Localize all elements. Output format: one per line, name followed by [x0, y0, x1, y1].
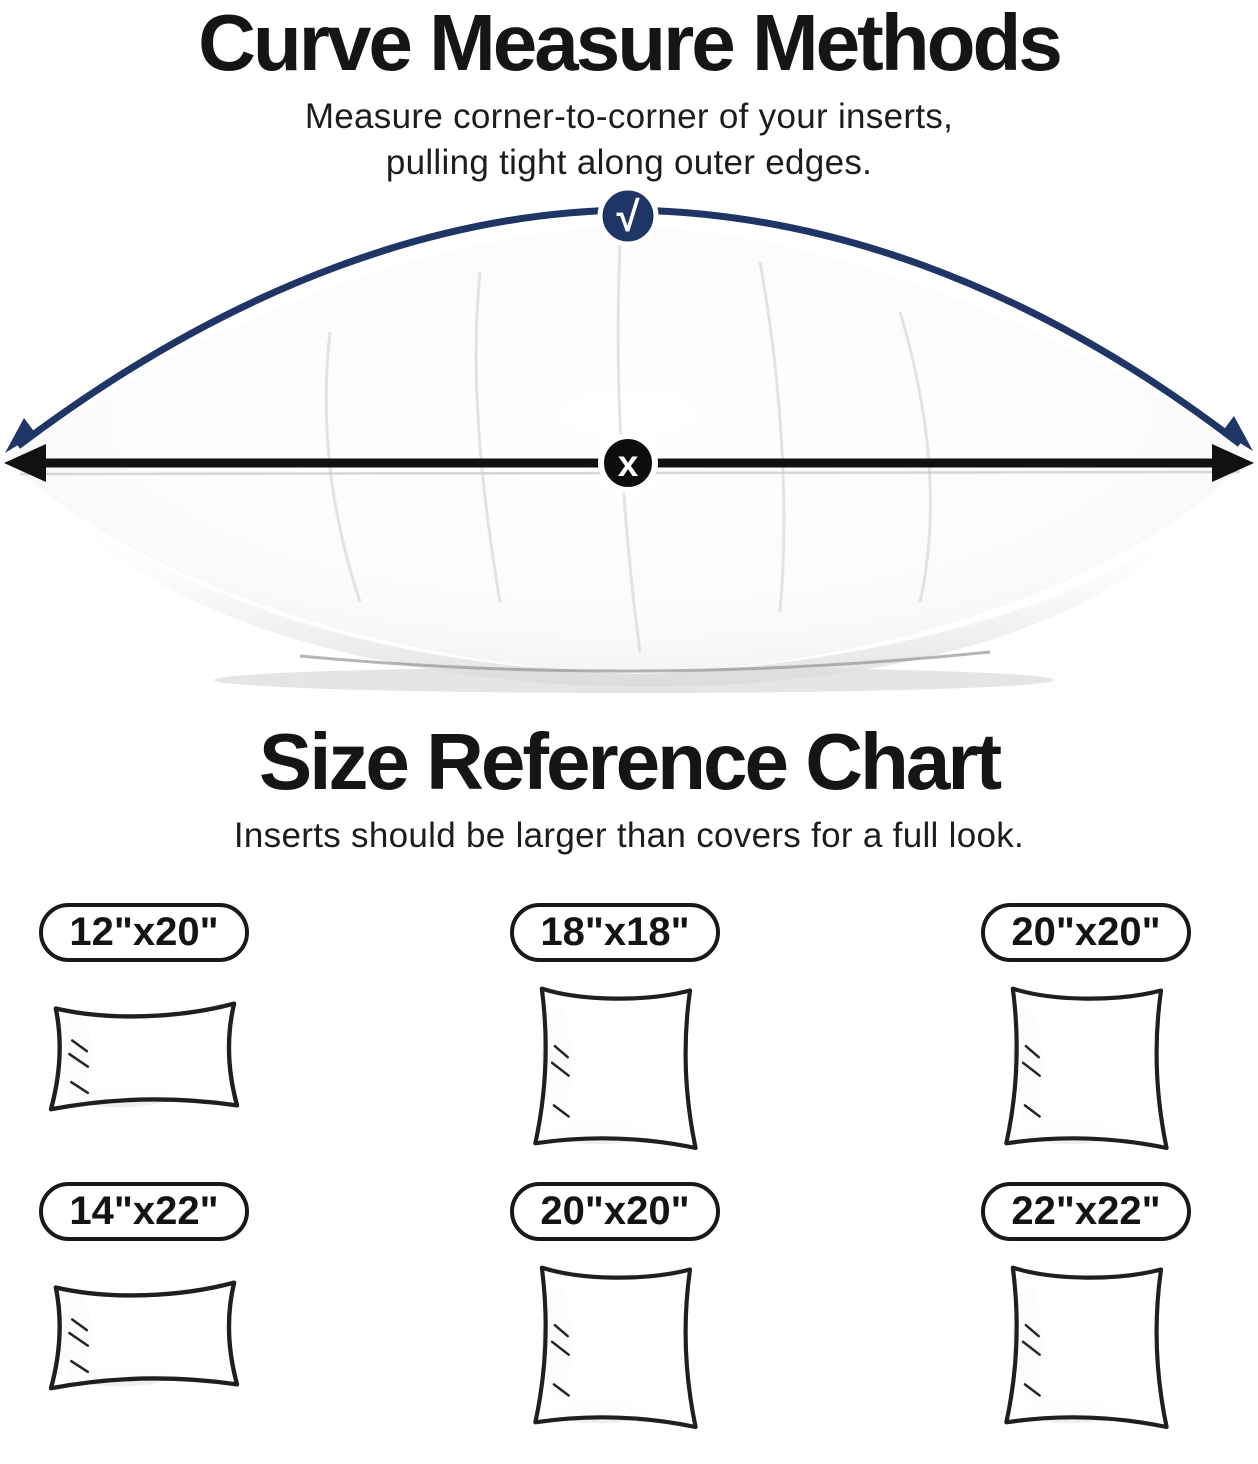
size-label-badge: 20"x20": [510, 1181, 720, 1241]
curve-arrowhead-left: [5, 417, 36, 453]
measure-subtitle: Measure corner-to-corner of your inserts…: [0, 94, 1258, 186]
pillow-bottom-shade: [60, 511, 1200, 687]
width-arrowhead-right: [1212, 443, 1254, 482]
measure-subtitle-line1: Measure corner-to-corner of your inserts…: [304, 96, 954, 136]
pillow-square-drawing: [998, 974, 1174, 1158]
measure-title: Curve Measure Methods: [198, 0, 1063, 87]
size-reference-grid: 12"x20" 18"x18" 20"x20" 14"x22" 20"x20": [0, 902, 1258, 1437]
check-icon: √: [616, 193, 640, 240]
pillow-square-drawing: [998, 1253, 1174, 1437]
pillow-measure-diagram: √ x: [4, 185, 1254, 693]
measure-subtitle-line2: pulling tight along outer edges.: [385, 142, 873, 182]
pillow-rectangle-drawing: [41, 1271, 247, 1397]
pillow-base-line: [299, 650, 991, 673]
size-chart-subtitle: Inserts should be larger than covers for…: [233, 815, 1025, 855]
size-item-14x22: 14"x22": [14, 1181, 274, 1437]
curve-arrowhead-right: [1222, 415, 1253, 451]
pillow-square-drawing: [527, 1253, 703, 1437]
width-x-badge: x: [598, 432, 658, 493]
size-label-badge: 18"x18": [510, 902, 720, 962]
size-label-badge: 20"x20": [981, 902, 1191, 962]
size-item-20x20-bottom: 20"x20": [485, 1181, 745, 1437]
size-chart-section: Size Reference Chart Inserts should be l…: [0, 721, 1258, 1437]
size-label-badge: 22"x22": [981, 1181, 1191, 1241]
measure-section-header: Curve Measure Methods Measure corner-to-…: [0, 2, 1258, 186]
pillow-square-drawing: [527, 974, 703, 1158]
width-arrowhead-left: [4, 443, 46, 482]
x-icon: x: [618, 443, 639, 484]
size-chart-title: Size Reference Chart: [258, 716, 1002, 806]
size-item-18x18: 18"x18": [485, 902, 745, 1158]
size-item-20x20-top: 20"x20": [956, 902, 1216, 1158]
curve-check-badge: √: [597, 185, 659, 247]
pillow-rectangle-drawing: [41, 992, 247, 1118]
size-item-12x20: 12"x20": [14, 902, 274, 1158]
size-item-22x22: 22"x22": [956, 1181, 1216, 1437]
size-label-badge: 14"x22": [39, 1181, 249, 1241]
size-label-badge: 12"x20": [39, 902, 249, 962]
